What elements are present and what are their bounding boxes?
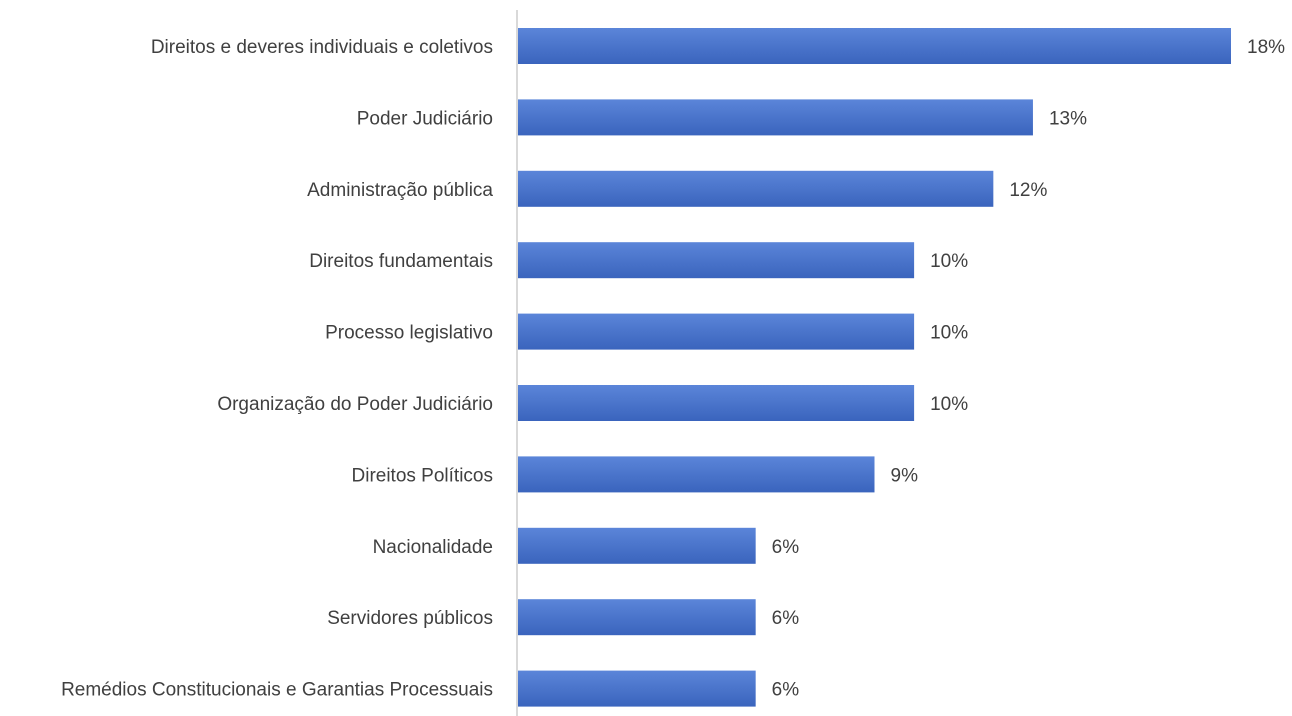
data-label: 6%: [772, 680, 800, 701]
bars-layer: [518, 28, 1231, 707]
bar: [518, 456, 875, 493]
category-label: Direitos fundamentais: [309, 251, 493, 272]
category-label: Remédios Constitucionais e Garantias Pro…: [61, 680, 493, 701]
bar: [518, 99, 1033, 136]
data-label: 13%: [1049, 108, 1087, 129]
data-label: 10%: [930, 323, 968, 344]
data-label: 9%: [891, 465, 919, 486]
category-label: Nacionalidade: [373, 537, 493, 558]
category-label: Servidores públicos: [327, 608, 493, 629]
data-label: 6%: [772, 537, 800, 558]
bar: [518, 385, 915, 421]
data-label: 12%: [1009, 180, 1047, 201]
bar: [518, 527, 756, 564]
bar: [518, 242, 915, 279]
bar: [518, 599, 756, 636]
data-label: 6%: [772, 608, 800, 629]
category-label: Direitos Políticos: [352, 465, 494, 486]
category-label: Administração pública: [307, 180, 493, 201]
category-label: Processo legislativo: [325, 323, 493, 344]
labels-layer: Direitos e deveres individuais e coletiv…: [61, 37, 1285, 701]
bar: [518, 170, 994, 207]
data-label: 18%: [1247, 37, 1285, 58]
category-label: Organização do Poder Judiciário: [217, 394, 493, 415]
bar: [518, 313, 915, 350]
category-label: Direitos e deveres individuais e coletiv…: [151, 37, 493, 58]
data-label: 10%: [930, 251, 968, 272]
bar: [518, 670, 756, 707]
bar: [518, 28, 1231, 64]
data-label: 10%: [930, 394, 968, 415]
category-label: Poder Judiciário: [357, 108, 493, 129]
